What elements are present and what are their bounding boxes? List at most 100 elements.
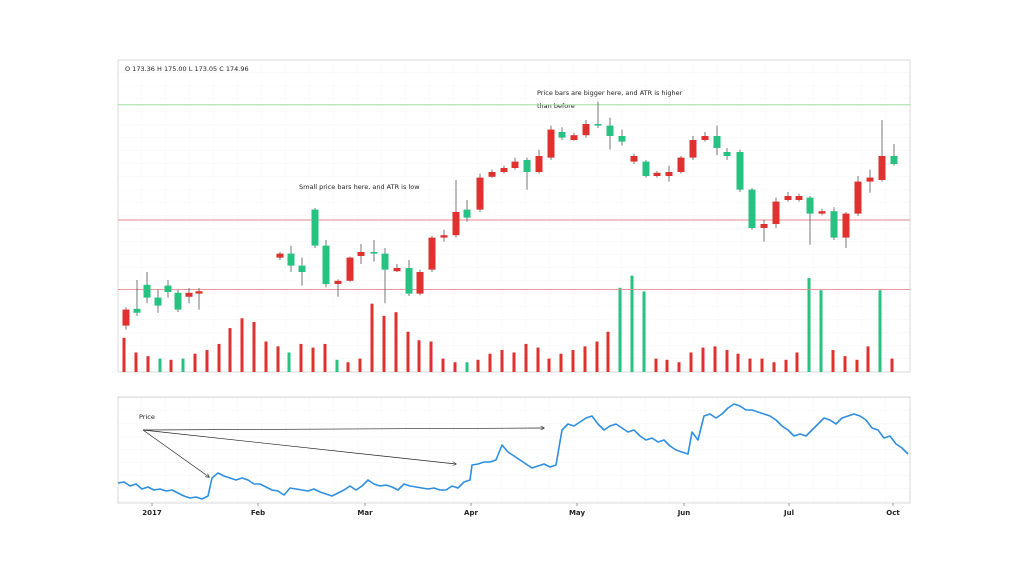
candle-body (276, 253, 284, 258)
annotation: Small price bars here, and ATR is low (299, 183, 420, 191)
volume-bar (784, 359, 788, 372)
volume-bar (406, 331, 410, 372)
candle-body (606, 125, 614, 136)
volume-bar (429, 341, 433, 372)
volume-bar (441, 358, 445, 372)
volume-bar (772, 362, 776, 372)
candle-body (665, 172, 673, 176)
candle-body (133, 308, 141, 313)
volume-bar (583, 346, 587, 372)
volume-bar (736, 353, 740, 372)
volume-bar (500, 350, 504, 372)
candle-body (287, 253, 295, 266)
candle-body (122, 309, 130, 326)
candle-body (523, 160, 531, 172)
candle-body (618, 136, 626, 142)
price-line (117, 403, 909, 500)
candle-body (346, 257, 354, 281)
volume-bar (146, 356, 150, 372)
candle-body (428, 237, 436, 270)
x-tick-label: Apr (464, 509, 478, 517)
candle-body (195, 291, 203, 294)
arrows (142, 428, 544, 477)
volume-bar (217, 343, 221, 372)
candle-body (154, 297, 162, 306)
volume-bar (524, 343, 528, 372)
volume-bar (370, 303, 374, 372)
arrow (142, 428, 544, 431)
candle-body (818, 211, 826, 214)
candle-body (723, 152, 731, 156)
candle-body (642, 161, 650, 176)
candle-body (830, 211, 838, 238)
candle-body (677, 157, 685, 172)
candle-body (174, 292, 182, 310)
volume-bar (394, 312, 398, 372)
x-tick-label: Jun (677, 509, 691, 517)
volume-bar (890, 358, 894, 372)
candle-body (582, 124, 590, 136)
x-tick-label: 2017 (142, 509, 162, 517)
volume-bar (488, 353, 492, 372)
volume-bar (595, 341, 599, 372)
candle-body (890, 156, 898, 164)
volume-bar (158, 358, 162, 372)
volume-bar (725, 350, 729, 372)
volume-bar (536, 347, 540, 372)
volume-bar (571, 350, 575, 372)
annotation: Price bars are bigger here, and ATR is h… (537, 89, 683, 97)
candle-body (476, 177, 484, 210)
volume-bar (299, 343, 303, 372)
volume-bar (382, 315, 386, 372)
volume-bar (311, 347, 315, 372)
candle-body (416, 272, 424, 294)
candle-body (298, 265, 306, 272)
volume-bar (512, 352, 516, 372)
candle-body (748, 189, 756, 228)
volume-bar (417, 340, 421, 372)
volume-bar (819, 290, 823, 372)
candle-body (594, 124, 602, 126)
x-tick-label: Feb (251, 509, 265, 517)
candle-body (784, 196, 792, 200)
candle-body (452, 212, 460, 236)
volume-bar (760, 358, 764, 372)
volume-bar (855, 359, 859, 372)
candle-body (334, 280, 342, 284)
x-tick-label: May (569, 509, 585, 517)
volume-bar (228, 328, 232, 372)
volume-bar (205, 350, 209, 372)
volume-bar (748, 358, 752, 372)
volume-bar (122, 337, 126, 372)
volume-bar (193, 353, 197, 372)
candle-body (381, 253, 389, 270)
volume-bar (843, 356, 847, 372)
volume-bar (264, 341, 268, 372)
volume-bar (323, 343, 327, 372)
x-tick-label: Mar (357, 509, 373, 517)
volume-bar (287, 352, 291, 372)
candle-body (854, 181, 862, 214)
volume-bar (358, 358, 362, 372)
volume-bar (630, 275, 634, 372)
candle-body (393, 268, 401, 272)
candle-body (370, 252, 378, 254)
x-tick-label: Jul (783, 509, 794, 517)
volume-bar (547, 358, 551, 372)
candle-body (736, 152, 744, 190)
candle-body (535, 156, 543, 172)
volume-bar (665, 359, 669, 372)
candle-body (511, 161, 519, 168)
candle-body (806, 197, 814, 214)
volume-bar (453, 362, 457, 372)
candle-body (713, 136, 721, 148)
candle-body (322, 245, 330, 284)
candle-body (653, 172, 661, 176)
candle-body (570, 135, 578, 140)
candle-body (842, 213, 850, 238)
candle-body (795, 196, 803, 200)
volume-bar (346, 362, 350, 372)
x-tick-label: Oct (886, 509, 900, 517)
